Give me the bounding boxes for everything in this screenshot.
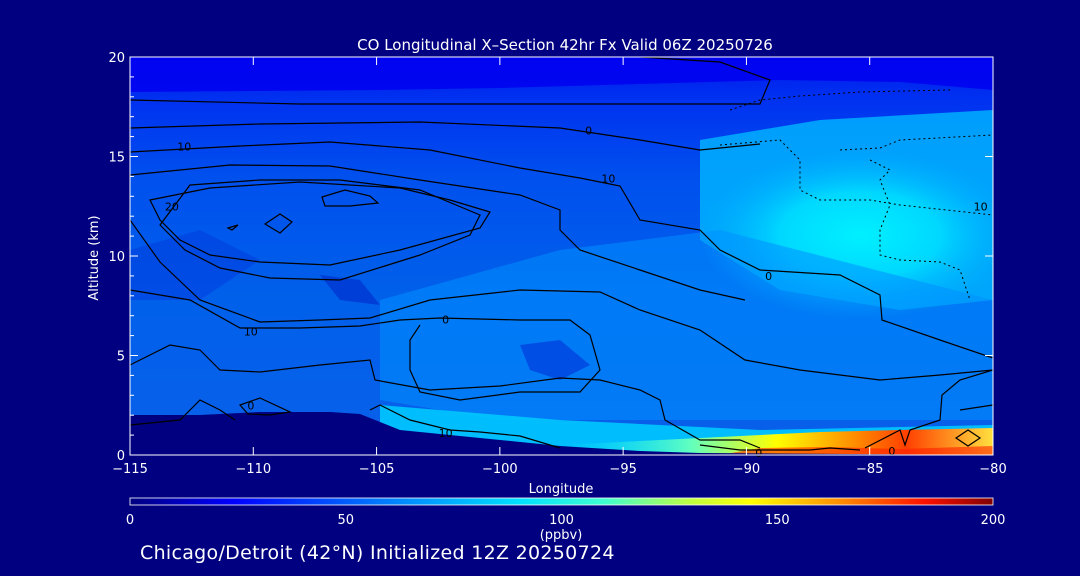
- x-axis: −115 −110 −105 −100 −95 −90 −85 −80: [112, 57, 1007, 477]
- y-tick-label: 15: [108, 151, 125, 166]
- colorbar-tick-label: 150: [765, 513, 790, 528]
- concentration-field: [130, 57, 993, 455]
- contour-labels: 10 20 0 10 10 0 0 10 0 10 0 0: [165, 125, 988, 460]
- contour-label: 0: [765, 270, 772, 283]
- x-tick-label: −95: [609, 462, 636, 477]
- contour-label: 10: [439, 427, 453, 440]
- x-axis-label: Longitude: [529, 482, 594, 497]
- colorbar-ticks: 0 50 100 150 200: [126, 513, 1006, 528]
- y-axis-label: Altitude (km): [87, 215, 102, 300]
- y-tick-label: 5: [117, 350, 125, 365]
- contour-label: 0: [585, 125, 592, 138]
- y-tick-label: 20: [108, 51, 125, 66]
- contour-label: 10: [974, 200, 988, 213]
- contour-label: 0: [888, 445, 895, 458]
- x-tick-label: −80: [979, 462, 1006, 477]
- y-tick-label: 10: [108, 250, 125, 265]
- x-tick-label: −115: [112, 462, 148, 477]
- contour-label: 20: [165, 200, 179, 213]
- y-tick-label: 0: [117, 449, 125, 464]
- contour-label: 0: [442, 314, 449, 327]
- x-tick-label: −100: [482, 462, 518, 477]
- contour-label: 10: [177, 141, 191, 154]
- x-tick-label: −110: [235, 462, 271, 477]
- contour-label: 0: [755, 447, 762, 460]
- colorbar-tick-label: 200: [981, 513, 1006, 528]
- colorbar-tick-label: 100: [549, 513, 574, 528]
- x-tick-label: −85: [856, 462, 883, 477]
- colorbar: [129, 497, 994, 506]
- chart-title: CO Longitudinal X–Section 42hr Fx Valid …: [357, 36, 773, 54]
- x-tick-label: −90: [733, 462, 760, 477]
- y-axis: 0 5 10 15 20: [108, 51, 993, 464]
- colorbar-tick-label: 0: [126, 513, 134, 528]
- contour-label: 10: [601, 172, 615, 185]
- contour-lines: [130, 57, 993, 451]
- contour-label: 0: [247, 399, 254, 412]
- colorbar-tick-label: 50: [337, 513, 354, 528]
- contour-label: 10: [244, 326, 258, 339]
- contour-lines-dotted: [719, 89, 993, 301]
- x-tick-label: −105: [359, 462, 395, 477]
- footer-caption: Chicago/Detroit (42°N) Initialized 12Z 2…: [140, 542, 615, 564]
- colorbar-unit-label: (ppbv): [540, 528, 583, 543]
